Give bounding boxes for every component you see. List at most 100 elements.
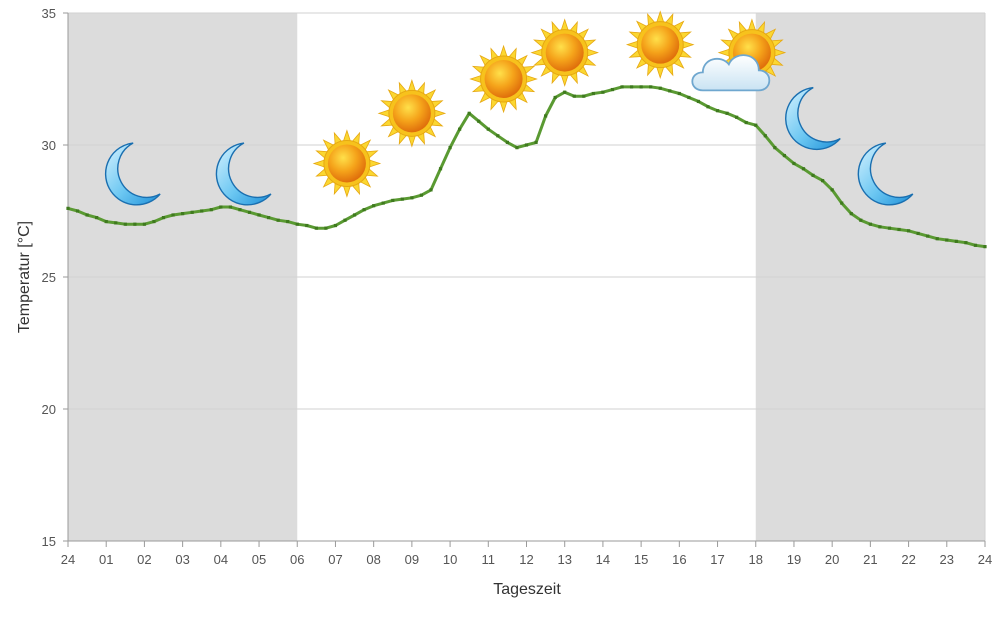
data-point xyxy=(534,140,538,144)
x-tick-label: 21 xyxy=(863,552,877,567)
data-point xyxy=(133,222,137,226)
data-point xyxy=(95,216,99,220)
data-point xyxy=(276,218,280,222)
data-point xyxy=(161,216,166,220)
data-point xyxy=(935,237,939,241)
data-point xyxy=(715,109,720,113)
data-point xyxy=(897,227,901,232)
data-point xyxy=(792,161,796,166)
data-point xyxy=(629,85,634,89)
moon-shape xyxy=(104,142,161,206)
data-point xyxy=(486,127,490,131)
x-tick-label: 01 xyxy=(99,552,113,567)
moon-icon xyxy=(857,142,914,206)
data-point xyxy=(945,238,949,242)
data-point xyxy=(410,196,414,200)
x-tick-label: 07 xyxy=(328,552,342,567)
data-point xyxy=(266,216,271,220)
sun-icon xyxy=(377,79,447,148)
data-point xyxy=(840,201,844,205)
cloud-icon xyxy=(691,54,771,92)
data-point xyxy=(190,210,194,214)
y-tick-label: 30 xyxy=(42,138,56,153)
y-tick-label: 35 xyxy=(42,6,56,21)
y-axis-title: Temperatur [°C] xyxy=(16,221,33,333)
sun-icon xyxy=(469,44,538,114)
moon-shape xyxy=(857,142,914,206)
data-point xyxy=(75,209,80,213)
x-tick-label: 22 xyxy=(901,552,915,567)
data-point xyxy=(964,241,968,245)
data-point xyxy=(677,91,681,96)
data-point xyxy=(238,208,242,212)
data-point xyxy=(811,173,815,177)
data-point xyxy=(572,94,576,98)
data-point xyxy=(448,146,452,150)
data-point xyxy=(687,95,691,100)
data-point xyxy=(314,226,318,230)
data-point xyxy=(104,219,108,224)
sun-icon xyxy=(530,18,599,87)
x-tick-label: 16 xyxy=(672,552,686,567)
data-point xyxy=(696,99,701,104)
data-point xyxy=(735,115,739,119)
x-tick-label: 10 xyxy=(443,552,457,567)
data-point xyxy=(668,89,672,93)
data-point xyxy=(324,226,328,230)
data-point xyxy=(906,229,911,233)
data-point xyxy=(419,193,424,197)
data-point xyxy=(754,123,758,127)
data-point xyxy=(438,167,443,171)
sun-icon xyxy=(312,129,382,198)
data-point xyxy=(467,111,471,115)
data-point xyxy=(257,213,261,217)
x-tick-label: 06 xyxy=(290,552,304,567)
data-point xyxy=(849,212,853,216)
sun-icon xyxy=(625,10,695,79)
data-point xyxy=(429,188,433,192)
moon-shape xyxy=(215,142,272,206)
data-point xyxy=(295,222,299,226)
data-point xyxy=(505,140,509,144)
data-point xyxy=(343,218,347,222)
x-tick-label: 20 xyxy=(825,552,839,567)
data-point xyxy=(362,208,366,212)
x-tick-label: 05 xyxy=(252,552,266,567)
data-point xyxy=(773,146,777,150)
data-point xyxy=(114,221,118,225)
x-tick-label: 14 xyxy=(596,552,610,567)
x-tick-label: 11 xyxy=(482,552,496,567)
sun-core xyxy=(641,25,680,64)
data-point xyxy=(973,243,978,247)
y-tick-label: 15 xyxy=(42,534,56,549)
data-point xyxy=(563,90,567,94)
data-point xyxy=(142,222,147,226)
data-point xyxy=(286,219,290,224)
data-point xyxy=(926,234,930,238)
x-tick-label: 19 xyxy=(787,552,801,567)
x-tick-label: 02 xyxy=(137,552,151,567)
data-point xyxy=(352,213,357,217)
data-point xyxy=(458,127,462,131)
sun-core xyxy=(484,60,523,98)
data-point xyxy=(744,120,748,125)
sun-core xyxy=(327,144,366,183)
data-point xyxy=(391,198,395,203)
data-point xyxy=(601,90,605,94)
data-point xyxy=(553,95,557,100)
data-point xyxy=(830,188,834,192)
data-point xyxy=(868,222,872,226)
x-tick-label: 24 xyxy=(61,552,75,567)
data-point xyxy=(85,213,89,217)
data-point xyxy=(706,105,710,109)
x-tick-label: 23 xyxy=(940,552,954,567)
moon-icon xyxy=(104,142,161,206)
moon-icon xyxy=(785,86,841,151)
data-point xyxy=(916,231,920,236)
x-tick-label: 04 xyxy=(214,552,228,567)
data-point xyxy=(582,94,586,98)
x-tick-label: 03 xyxy=(175,552,189,567)
x-tick-label: 24 xyxy=(978,552,992,567)
data-point xyxy=(782,153,787,158)
